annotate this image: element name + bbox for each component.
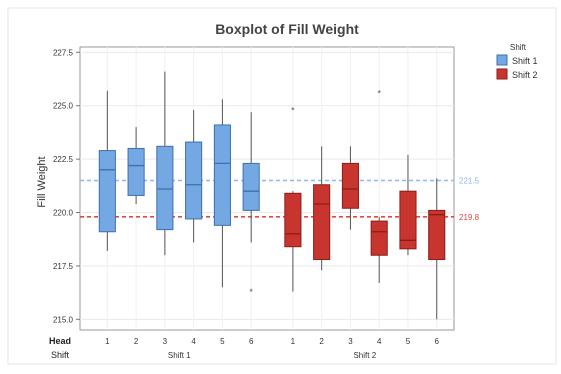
chart-title: Boxplot of Fill Weight bbox=[215, 21, 359, 37]
head-label: 6 bbox=[435, 337, 440, 346]
legend-label-shift-2: Shift 2 bbox=[512, 70, 538, 80]
y-tick-label: 220.0 bbox=[53, 209, 74, 218]
head-label: 6 bbox=[249, 337, 254, 346]
y-tick-label: 222.5 bbox=[53, 155, 74, 164]
y-tick-label: 227.5 bbox=[53, 48, 74, 57]
box-shift1-head3 bbox=[156, 71, 174, 256]
head-row-label: Head bbox=[49, 336, 71, 346]
y-axis-ticks: 227.5 225.0 222.5 220.0 217.5 215.0 bbox=[53, 48, 80, 324]
shift-row-label: Shift bbox=[51, 350, 70, 360]
outlier-marker: * bbox=[249, 287, 253, 297]
iqr-box bbox=[284, 192, 302, 248]
legend-swatch-shift-2 bbox=[496, 68, 508, 80]
legend-swatch-shift-1 bbox=[496, 54, 508, 66]
head-label: 4 bbox=[191, 337, 196, 346]
box-shift2-head2 bbox=[313, 146, 331, 271]
shift-label-1: Shift 1 bbox=[168, 351, 191, 360]
box-shift1-head5 bbox=[213, 99, 231, 288]
box-shift2-head3 bbox=[341, 146, 359, 230]
y-tick-label: 225.0 bbox=[53, 102, 74, 111]
box-shift1-head4 bbox=[185, 110, 203, 243]
x-axis-labels: Head Shift 1 2 3 4 5 6 1 2 3 4 5 6 Shift 1 Shift 2 bbox=[49, 336, 440, 360]
head-label: 3 bbox=[163, 337, 168, 346]
outlier-marker: * bbox=[377, 88, 381, 98]
mean-label-2: 219.8 bbox=[459, 213, 480, 222]
box-shift2-head5 bbox=[399, 154, 417, 256]
box-shift2-head6 bbox=[428, 178, 446, 320]
head-label: 1 bbox=[291, 337, 296, 346]
iqr-box bbox=[370, 220, 388, 256]
y-tick-label: 217.5 bbox=[53, 262, 74, 271]
outlier-marker: * bbox=[291, 106, 295, 116]
iqr-box bbox=[156, 145, 174, 231]
box-shift1-head2 bbox=[127, 127, 145, 204]
iqr-box bbox=[213, 124, 231, 226]
iqr-box bbox=[313, 184, 331, 261]
iqr-box bbox=[399, 190, 417, 250]
iqr-box bbox=[341, 162, 359, 209]
head-label: 2 bbox=[134, 337, 139, 346]
box-shift1-head1 bbox=[98, 90, 116, 251]
shift-label-2: Shift 2 bbox=[353, 351, 376, 360]
boxes: * * * bbox=[98, 71, 446, 320]
iqr-box bbox=[185, 141, 203, 220]
mean-label-1: 221.5 bbox=[459, 176, 480, 185]
box-shift1-head6: * bbox=[242, 112, 260, 297]
box-shift2-head1: * bbox=[284, 106, 302, 292]
y-tick-label: 215.0 bbox=[53, 315, 74, 324]
head-label: 5 bbox=[220, 337, 225, 346]
y-axis-label: Fill Weight bbox=[36, 156, 48, 207]
iqr-box bbox=[127, 147, 145, 196]
head-label: 2 bbox=[319, 337, 324, 346]
reference-lines: 221.5 219.8 bbox=[80, 176, 480, 222]
box-shift2-head4: * bbox=[370, 88, 388, 284]
head-label: 1 bbox=[105, 337, 110, 346]
head-label: 3 bbox=[348, 337, 353, 346]
legend-title: Shift bbox=[510, 43, 527, 52]
iqr-box bbox=[242, 162, 260, 211]
head-label: 4 bbox=[377, 337, 382, 346]
legend-label-shift-1: Shift 1 bbox=[512, 56, 538, 66]
head-label: 5 bbox=[406, 337, 411, 346]
iqr-box bbox=[98, 150, 116, 233]
iqr-box bbox=[428, 209, 446, 261]
legend: Shift Shift 1 Shift 2 bbox=[496, 43, 538, 80]
